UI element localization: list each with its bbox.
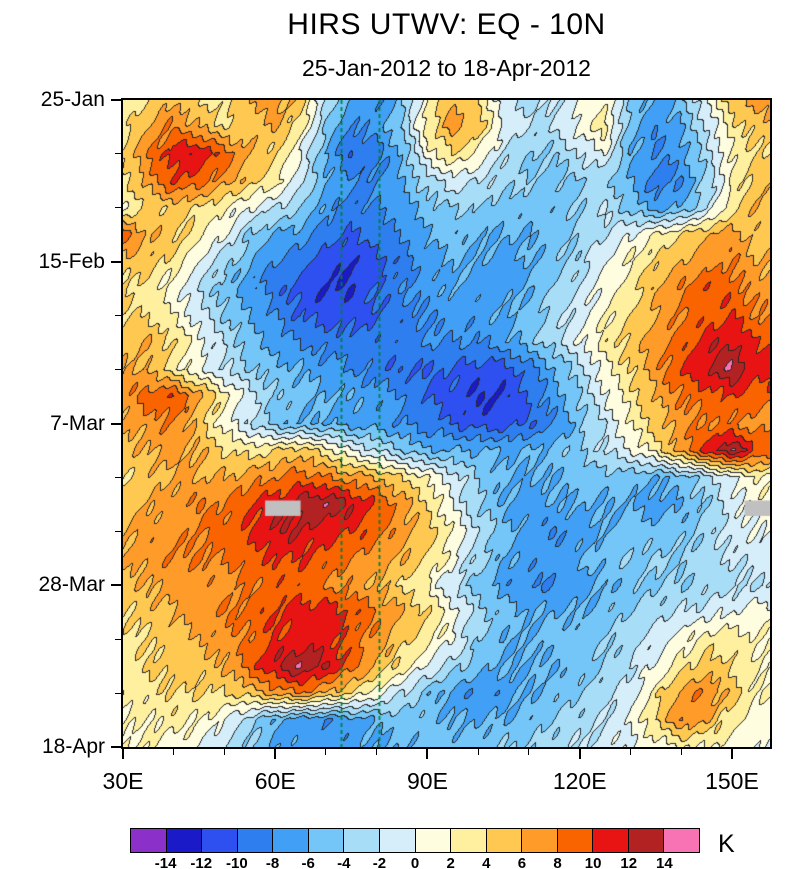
colorbar-tick-label: -14 xyxy=(154,855,177,869)
x-tick-label: 150E xyxy=(705,768,759,794)
y-tick-label: 25-Jan xyxy=(40,88,105,111)
y-minor-tick xyxy=(115,530,121,532)
x-minor-tick xyxy=(325,749,327,755)
colorbar-tick-label: 0 xyxy=(410,855,420,869)
x-tick-label: 120E xyxy=(552,768,607,794)
plot-frame xyxy=(121,98,772,749)
colorbar-swatch xyxy=(308,829,345,852)
colorbar-tick-label: 10 xyxy=(584,855,602,869)
colorbar-tick-label: -12 xyxy=(190,855,213,869)
y-major-tick xyxy=(111,422,121,425)
colorbar-swatch xyxy=(664,829,699,852)
x-minor-tick xyxy=(477,749,479,755)
y-minor-tick xyxy=(115,207,121,209)
colorbar xyxy=(130,828,700,853)
colorbar-swatch xyxy=(593,829,629,852)
colorbar-tick-label: -8 xyxy=(265,855,280,869)
x-tick-label: 30E xyxy=(102,768,144,794)
colorbar-swatch xyxy=(415,829,452,852)
y-major-tick xyxy=(111,584,121,587)
colorbar-swatch xyxy=(628,829,665,852)
colorbar-swatch xyxy=(166,829,203,852)
y-major-tick xyxy=(111,746,121,748)
colorbar-tick-label: 4 xyxy=(482,855,491,869)
x-tick-label: 60E xyxy=(254,768,296,794)
colorbar-swatch xyxy=(522,829,558,852)
y-tick-label: 28-Mar xyxy=(38,573,105,597)
chart-title: HIRS UTWV: EQ - 10N xyxy=(287,8,606,41)
y-major-tick xyxy=(111,260,121,263)
x-minor-tick xyxy=(528,749,530,755)
colorbar-swatch xyxy=(451,829,487,852)
y-tick-label: 18-Apr xyxy=(41,735,105,758)
colorbar-swatch xyxy=(273,829,309,852)
x-minor-tick xyxy=(223,749,225,755)
x-major-tick xyxy=(274,749,277,759)
y-minor-tick xyxy=(115,369,121,371)
colorbar-tick-label: -2 xyxy=(372,855,387,869)
y-tick-label: 15-Feb xyxy=(38,249,105,273)
colorbar-swatch xyxy=(557,829,594,852)
colorbar-swatch xyxy=(344,829,380,852)
x-major-tick xyxy=(122,749,124,759)
colorbar-tick-label: 2 xyxy=(446,855,455,869)
colorbar-tick-label: 6 xyxy=(517,855,527,869)
chart-subtitle: 25-Jan-2012 to 18-Apr-2012 xyxy=(302,55,591,81)
y-tick-label: 7-Mar xyxy=(50,411,105,435)
colorbar-tick-label: 12 xyxy=(620,855,638,869)
x-major-tick xyxy=(730,749,733,759)
x-minor-tick xyxy=(173,749,175,755)
colorbar-swatch xyxy=(202,829,238,852)
colorbar-swatch xyxy=(486,829,523,852)
colorbar-tick-label: -10 xyxy=(226,855,248,869)
x-major-tick xyxy=(426,749,429,759)
colorbar-tick-labels: -14 -12 -10 -8 -6 -4 -2 0 2 4 6 8 10 12 14 xyxy=(130,855,700,869)
x-major-tick xyxy=(578,749,581,759)
y-minor-tick xyxy=(115,638,121,640)
y-major-tick xyxy=(111,99,121,101)
colorbar-swatch xyxy=(237,829,274,852)
y-minor-tick xyxy=(115,692,121,694)
y-minor-tick xyxy=(115,315,121,317)
x-minor-tick xyxy=(376,749,378,755)
y-minor-tick xyxy=(115,153,121,155)
x-minor-tick xyxy=(629,749,631,755)
colorbar-tick-label: 14 xyxy=(656,855,673,869)
x-tick-label: 90E xyxy=(407,768,448,794)
y-minor-tick xyxy=(115,476,121,478)
colorbar-tick-label: -6 xyxy=(301,855,315,869)
colorbar-unit-label: K xyxy=(718,830,735,858)
heatmap-canvas xyxy=(123,100,770,747)
x-minor-tick xyxy=(680,749,682,755)
colorbar-tick-label: 8 xyxy=(553,855,562,869)
colorbar-swatch xyxy=(131,829,167,852)
colorbar-swatch xyxy=(379,829,416,852)
colorbar-tick-label: -4 xyxy=(337,855,351,869)
